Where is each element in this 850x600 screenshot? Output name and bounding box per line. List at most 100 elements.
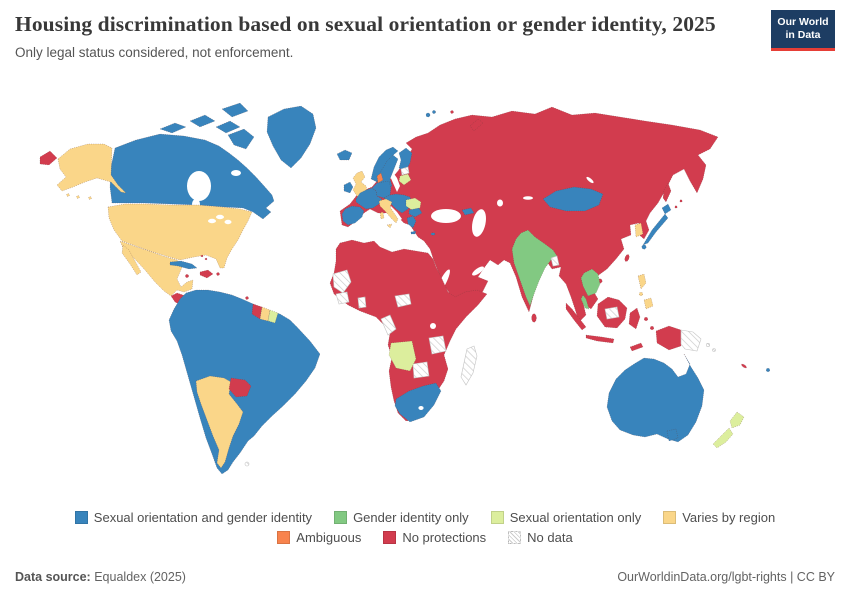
country-aleutian-3[interactable] — [88, 196, 92, 200]
country-luzon[interactable] — [637, 273, 647, 290]
legend-item-so_only[interactable]: Sexual orientation only — [490, 510, 641, 525]
country-arctic-island-1[interactable] — [159, 122, 187, 134]
country-solomon-2[interactable] — [712, 348, 716, 352]
country-angola[interactable] — [388, 340, 417, 372]
country-solomon-1[interactable] — [705, 342, 710, 347]
country-sulawesi[interactable] — [628, 307, 641, 330]
country-novaya-zemlya[interactable] — [469, 118, 484, 132]
country-trinidad[interactable] — [245, 296, 249, 300]
country-central-african-republic[interactable] — [394, 293, 412, 308]
country-crete[interactable] — [410, 230, 417, 235]
country-taiwan[interactable] — [624, 254, 630, 262]
country-south-africa[interactable] — [394, 382, 442, 423]
country-australia[interactable] — [606, 353, 705, 443]
country-congo[interactable] — [380, 314, 397, 336]
country-bahamas-1[interactable] — [200, 254, 204, 258]
country-hispaniola[interactable] — [199, 269, 214, 279]
country-tasmania[interactable] — [666, 428, 679, 442]
country-baffin-island[interactable] — [227, 128, 255, 150]
country-estonia-latvia[interactable] — [400, 166, 410, 176]
country-africa-base[interactable] — [329, 239, 488, 422]
country-aleutian-2[interactable] — [76, 195, 80, 199]
country-bahamas-2[interactable] — [204, 257, 208, 261]
country-suriname[interactable] — [259, 306, 271, 322]
country-cyprus[interactable] — [430, 232, 436, 236]
country-denmark[interactable] — [376, 172, 384, 184]
country-ellesmere-island[interactable] — [221, 102, 249, 118]
country-eurasia-base[interactable] — [339, 106, 719, 323]
country-moluccas-1[interactable] — [643, 316, 649, 322]
country-mongolia[interactable] — [542, 186, 604, 212]
country-botswana[interactable] — [412, 361, 430, 379]
country-india[interactable] — [511, 229, 558, 307]
country-moluccas-2[interactable] — [649, 325, 655, 331]
legend-item-none[interactable]: No protections — [383, 530, 486, 545]
country-usa[interactable] — [107, 203, 253, 269]
country-java[interactable] — [585, 334, 615, 344]
country-greenland[interactable] — [266, 105, 317, 169]
country-greece[interactable] — [406, 215, 417, 229]
country-bangladesh[interactable] — [550, 255, 560, 267]
country-norway[interactable] — [370, 146, 399, 183]
country-argentina[interactable] — [195, 375, 244, 469]
country-cuba[interactable] — [169, 260, 198, 270]
country-victoria-island[interactable] — [215, 120, 241, 134]
country-svalbard-2[interactable] — [432, 110, 436, 114]
country-western-sahara-mauritania[interactable] — [332, 269, 352, 294]
country-jamaica[interactable] — [185, 274, 189, 278]
country-fiji[interactable] — [765, 367, 771, 373]
country-sri-lanka[interactable] — [531, 313, 537, 323]
country-alaska[interactable] — [56, 143, 127, 194]
country-new-zealand-south[interactable] — [712, 427, 734, 449]
country-paraguay[interactable] — [228, 377, 252, 398]
country-lithuania[interactable] — [398, 173, 412, 186]
country-franz-josef[interactable] — [450, 110, 454, 114]
country-mindanao[interactable] — [643, 297, 654, 310]
country-honshu[interactable] — [642, 213, 669, 246]
country-germany[interactable] — [371, 180, 392, 199]
country-sardinia[interactable] — [379, 211, 385, 220]
country-arctic-island-2[interactable] — [189, 114, 216, 128]
country-kuril-1[interactable] — [674, 205, 678, 209]
country-baja-california[interactable] — [121, 244, 142, 276]
country-caucasus[interactable] — [461, 207, 475, 216]
legend-item-no_data[interactable]: No data — [508, 530, 573, 545]
country-italy[interactable] — [378, 198, 399, 224]
country-new-zealand-north[interactable] — [729, 411, 745, 429]
country-falkland-islands[interactable] — [244, 461, 250, 467]
legend-item-so_gi[interactable]: Sexual orientation and gender identity — [74, 510, 312, 525]
country-thailand[interactable] — [580, 268, 601, 297]
country-hokkaido[interactable] — [661, 203, 672, 215]
country-ghana[interactable] — [357, 296, 367, 309]
country-guinea[interactable] — [335, 291, 350, 305]
country-bulgaria[interactable] — [408, 207, 423, 218]
legend-item-ambiguous[interactable]: Ambiguous — [277, 530, 361, 545]
legend-item-gi_only[interactable]: Gender identity only — [334, 510, 469, 525]
country-madagascar[interactable] — [460, 345, 478, 386]
country-svalbard-1[interactable] — [425, 112, 431, 118]
country-ireland[interactable] — [343, 181, 354, 194]
country-west-papua[interactable] — [655, 325, 682, 351]
country-zambia[interactable] — [428, 335, 447, 355]
country-sicily[interactable] — [386, 223, 393, 229]
country-chukotka[interactable] — [39, 150, 58, 166]
country-french-guiana[interactable] — [267, 309, 279, 324]
country-kuril-2[interactable] — [679, 199, 683, 203]
country-puerto-rico[interactable] — [216, 272, 220, 276]
country-visayas[interactable] — [638, 291, 644, 297]
country-south-korea[interactable] — [634, 222, 644, 238]
country-borneo-interior[interactable] — [604, 306, 620, 320]
country-mexico[interactable] — [119, 240, 194, 297]
country-kyushu[interactable] — [641, 244, 647, 250]
legend-item-varies[interactable]: Varies by region — [663, 510, 775, 525]
country-aleutian-1[interactable] — [66, 193, 70, 197]
footer-link[interactable]: OurWorldinData.org/lgbt-rights | CC BY — [617, 570, 835, 584]
country-new-caledonia[interactable] — [741, 363, 747, 369]
country-romania[interactable] — [405, 197, 422, 211]
country-sakhalin[interactable] — [662, 182, 672, 203]
country-iberia[interactable] — [341, 205, 365, 226]
country-thai-peninsula[interactable] — [580, 294, 590, 310]
country-papua-new-guinea[interactable] — [680, 329, 702, 352]
country-iceland[interactable] — [336, 149, 353, 161]
country-sumatra[interactable] — [565, 302, 587, 331]
